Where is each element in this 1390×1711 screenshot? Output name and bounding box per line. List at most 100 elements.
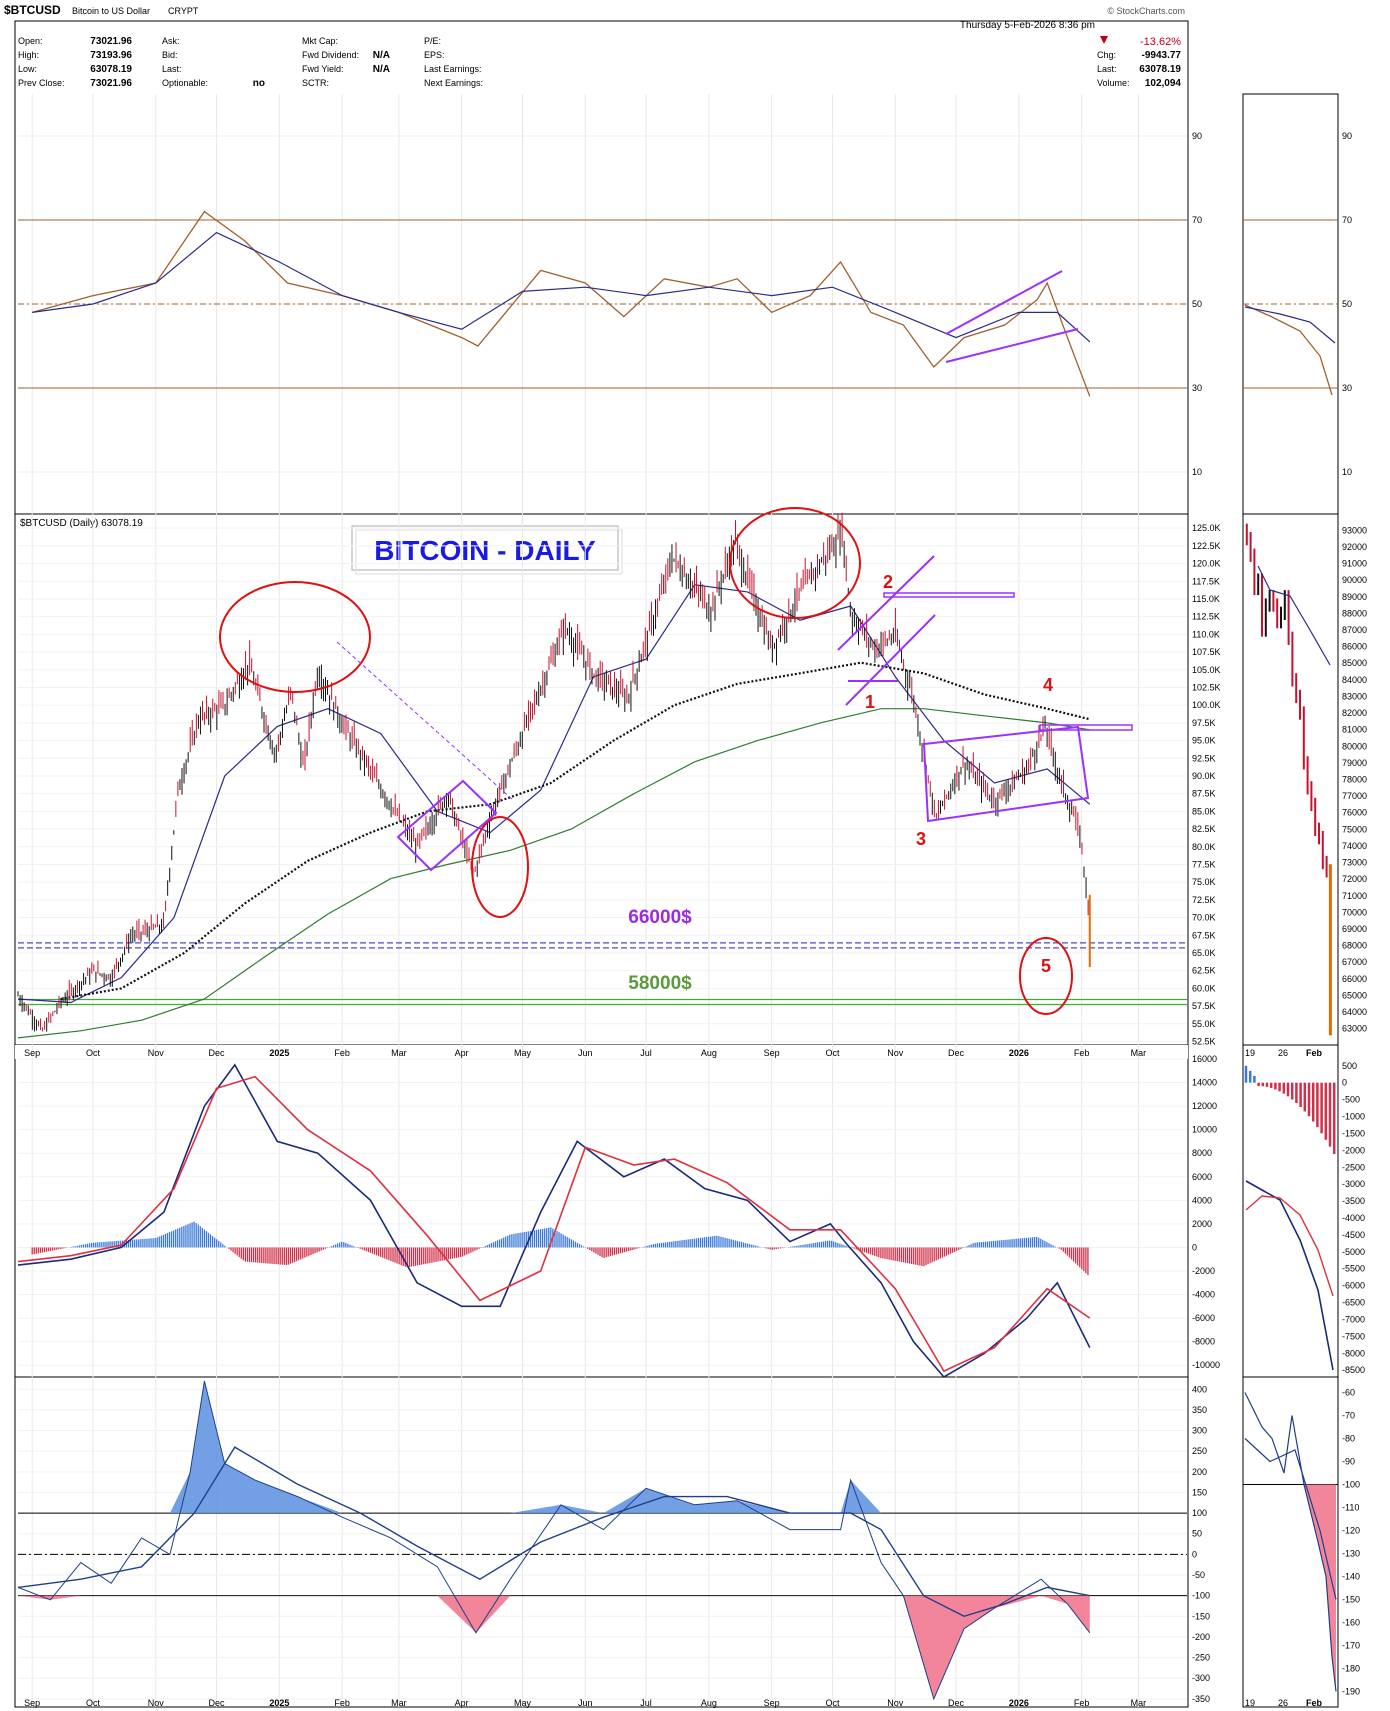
zoom-cci-tick-label: -70 [1342, 1411, 1355, 1421]
zoom-price-tick-label: 70000 [1342, 907, 1367, 917]
zoom-price-tick-label: 92000 [1342, 542, 1367, 552]
zoom-price-tick-label: 79000 [1342, 758, 1367, 768]
quote-value: 63078.19 [90, 64, 132, 75]
zoom-macd-tick-label: -4000 [1342, 1213, 1365, 1223]
rsi-series-line [32, 210, 1091, 397]
zoom-price-tick-label: 82000 [1342, 708, 1367, 718]
zoom-x-tick-label: 26 [1278, 1048, 1288, 1058]
quote-value: 102,094 [1145, 78, 1182, 89]
main-frame [14, 20, 1189, 1708]
x-tick-label: Apr [455, 1048, 469, 1058]
macd-tick-label: -6000 [1192, 1313, 1215, 1323]
price-tick-label: 100.0K [1192, 700, 1221, 710]
quote-label: Volume: [1097, 78, 1130, 88]
zoom-x-tick-label-bottom: 26 [1278, 1698, 1288, 1708]
x-tick-label: Oct [825, 1048, 840, 1058]
zoom-macd-line [1245, 1180, 1334, 1371]
macd-line [17, 1075, 1091, 1373]
zoom-macd-tick-label: -6500 [1342, 1298, 1365, 1308]
price-tick-label: 107.5K [1192, 647, 1221, 657]
change-pct: -13.62% [1140, 36, 1181, 48]
price-tick-label: 55.0K [1192, 1019, 1216, 1029]
zoom-macd-tick-label: -2500 [1342, 1162, 1365, 1172]
wave-label-2: 2 [883, 572, 893, 592]
x-tick-label-bottom: Feb [334, 1698, 350, 1708]
price-tick-label: 75.0K [1192, 877, 1216, 887]
rsi-series-line [32, 231, 1091, 343]
quote-value: -9943.77 [1142, 50, 1182, 61]
x-tick-label-bottom: Dec [948, 1698, 965, 1708]
cci-tick-label: 100 [1192, 1508, 1207, 1518]
zoom-price-tick-label: 86000 [1342, 642, 1367, 652]
cci-line [17, 1446, 1090, 1618]
macd-tick-label: 6000 [1192, 1172, 1212, 1182]
annotation-circle [729, 507, 861, 619]
price-tick-label: 77.5K [1192, 859, 1216, 869]
zoom-price-tick-label: 67000 [1342, 957, 1367, 967]
cci-tick-label: 150 [1192, 1487, 1207, 1497]
cci-tick-label: 400 [1192, 1384, 1207, 1394]
cci-tick-label: 250 [1192, 1446, 1207, 1456]
x-tick-label: Feb [1074, 1048, 1090, 1058]
rsi-tick-label: 90 [1192, 131, 1202, 141]
x-tick-label-bottom: Mar [1131, 1698, 1147, 1708]
zoom-x-tick-label: 19 [1245, 1048, 1255, 1058]
symbol-name: Bitcoin to US Dollar [72, 6, 150, 16]
x-tick-label-bottom: May [514, 1698, 532, 1708]
watermark: © StockCharts.com [1107, 6, 1185, 16]
zoom-rsi-tick-label: 70 [1342, 215, 1352, 225]
cci-tick-label: 300 [1192, 1426, 1207, 1436]
x-tick-label-bottom: Oct [86, 1698, 101, 1708]
exchange: CRYPT [168, 6, 199, 16]
quote-label: Last: [162, 64, 182, 74]
macd-tick-label: -8000 [1192, 1337, 1215, 1347]
zoom-macd-tick-label: -6000 [1342, 1281, 1365, 1291]
cci-tick-label: 50 [1192, 1529, 1202, 1539]
zoom-macd-tick-label: -500 [1342, 1095, 1360, 1105]
price-tick-label: 115.0K [1192, 594, 1220, 604]
x-tick-label: May [514, 1048, 532, 1058]
x-tick-label: Oct [86, 1048, 101, 1058]
rsi-wedge-lower [945, 328, 1079, 363]
zoom-price-tick-label: 83000 [1342, 691, 1367, 701]
x-tick-label: Jun [578, 1048, 593, 1058]
rsi-tick-label: 30 [1192, 383, 1202, 393]
annotation-circle [219, 581, 371, 693]
zoom-price-tick-label: 78000 [1342, 775, 1367, 785]
zoom-price-tick-label: 84000 [1342, 675, 1367, 685]
level-58k-label: 58000$ [628, 973, 692, 994]
quote-value: 73193.96 [90, 50, 132, 61]
x-tick-label: Nov [148, 1048, 165, 1058]
zoom-cci-tick-label: -170 [1342, 1641, 1360, 1651]
quote-value: no [253, 78, 265, 89]
x-tick-label: Mar [1131, 1048, 1147, 1058]
wave-label-5: 5 [1041, 956, 1051, 976]
price-tick-label: 125.0K [1192, 523, 1221, 533]
macd-tick-label: 14000 [1192, 1078, 1217, 1088]
quote-label: Ask: [162, 36, 180, 46]
wave-label-3: 3 [916, 829, 926, 849]
zoom-price-tick-label: 81000 [1342, 725, 1367, 735]
quote-value: 73021.96 [90, 78, 132, 89]
zoom-cci-line [1244, 1392, 1337, 1692]
zoom-cci-signal [1244, 1438, 1337, 1600]
zoom-cci-tick-label: -100 [1342, 1480, 1360, 1490]
wave-label-4: 4 [1043, 675, 1053, 695]
price-tick-label: 102.5K [1192, 682, 1221, 692]
fork-line-lower [845, 614, 936, 706]
zoom-macd-tick-label: -5500 [1342, 1264, 1365, 1274]
quote-label: Bid: [162, 50, 178, 60]
resistance-box-2 [1039, 724, 1133, 731]
zoom-macd-tick-label: -7500 [1342, 1331, 1365, 1341]
zoom-price-tick-label: 75000 [1342, 824, 1367, 834]
quote-label: Prev Close: [18, 78, 65, 88]
cci-tick-label: 0 [1192, 1549, 1197, 1559]
quote-label: SCTR: [302, 78, 329, 88]
rsi-tick-label: 10 [1192, 467, 1202, 477]
price-tick-label: 112.5K [1192, 612, 1220, 622]
zoom-macd-tick-label: -8500 [1342, 1365, 1365, 1375]
cci-tick-label: 350 [1192, 1405, 1207, 1415]
x-tick-label-bottom: Jun [578, 1698, 593, 1708]
quote-label: Optionable: [162, 78, 208, 88]
annotation-circle [471, 816, 529, 918]
